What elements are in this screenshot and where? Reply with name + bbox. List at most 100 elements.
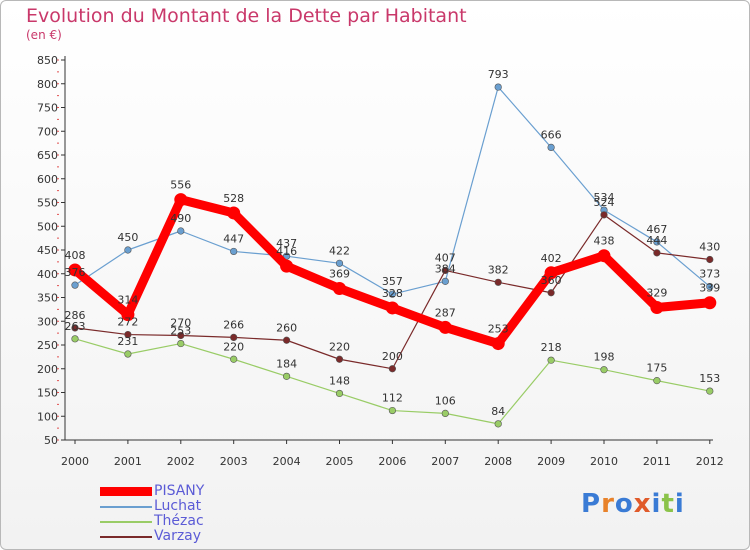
data-label-pisany: 253 bbox=[488, 323, 509, 336]
data-label-pisany: 416 bbox=[276, 245, 297, 258]
data-point-luchat bbox=[547, 143, 555, 151]
y-tick-label: 550 bbox=[37, 197, 58, 210]
data-point-varzay bbox=[230, 333, 238, 342]
data-label-varzay: 524 bbox=[594, 196, 615, 209]
y-tick-label: 500 bbox=[37, 220, 58, 233]
data-label-pisany: 528 bbox=[223, 192, 244, 205]
data-label-th-zac: 263 bbox=[65, 320, 86, 333]
data-point-th-zac bbox=[388, 406, 397, 415]
x-tick-label: 2001 bbox=[114, 455, 142, 468]
data-label-pisany: 314 bbox=[117, 294, 138, 307]
data-label-th-zac: 148 bbox=[329, 374, 350, 387]
y-tick-label: 450 bbox=[37, 244, 58, 257]
data-point-varzay bbox=[494, 278, 502, 286]
legend-swatch bbox=[100, 487, 152, 496]
x-tick-label: 2010 bbox=[590, 455, 618, 468]
legend-label: Thézac bbox=[154, 513, 204, 529]
data-label-pisany: 287 bbox=[435, 306, 456, 319]
data-point-pisany bbox=[650, 300, 664, 314]
data-label-luchat: 384 bbox=[435, 262, 456, 275]
data-point-th-zac bbox=[494, 420, 502, 428]
data-label-th-zac: 198 bbox=[594, 351, 615, 364]
data-label-luchat: 447 bbox=[223, 232, 244, 245]
x-tick-label: 2002 bbox=[167, 455, 195, 468]
data-label-luchat: 467 bbox=[646, 223, 667, 236]
chart-subtitle: (en €) bbox=[26, 28, 62, 42]
data-point-th-zac bbox=[283, 372, 291, 380]
y-tick-label: 750 bbox=[37, 102, 58, 115]
data-label-luchat: 357 bbox=[382, 275, 403, 288]
data-label-th-zac: 153 bbox=[699, 372, 720, 385]
data-point-pisany bbox=[174, 193, 188, 207]
data-point-varzay bbox=[600, 211, 608, 219]
data-point-th-zac bbox=[547, 356, 555, 364]
data-point-varzay bbox=[547, 289, 555, 297]
data-label-varzay: 272 bbox=[117, 316, 138, 329]
data-point-varzay bbox=[71, 324, 79, 332]
data-point-luchat bbox=[494, 83, 502, 91]
data-label-varzay: 360 bbox=[541, 274, 562, 287]
logo-letter: i bbox=[674, 489, 685, 519]
legend-swatch bbox=[100, 521, 152, 523]
data-point-pisany bbox=[227, 206, 241, 220]
y-tick-label: 400 bbox=[37, 268, 58, 281]
data-point-luchat bbox=[230, 247, 238, 256]
data-point-luchat bbox=[124, 246, 132, 254]
data-point-th-zac bbox=[177, 339, 185, 348]
proxiti-logo: Proxiti bbox=[581, 489, 685, 519]
data-point-luchat bbox=[283, 252, 291, 260]
y-tick-label: 300 bbox=[37, 315, 58, 328]
data-label-th-zac: 84 bbox=[491, 405, 505, 418]
data-point-th-zac bbox=[653, 377, 661, 385]
data-label-luchat: 450 bbox=[117, 231, 138, 244]
y-tick-label: 100 bbox=[37, 410, 58, 423]
data-point-th-zac bbox=[230, 355, 238, 363]
x-tick-label: 2007 bbox=[431, 455, 459, 468]
x-tick-label: 2000 bbox=[61, 455, 89, 468]
data-label-th-zac: 106 bbox=[435, 394, 456, 407]
data-label-varzay: 220 bbox=[329, 340, 350, 353]
data-label-th-zac: 218 bbox=[541, 341, 562, 354]
x-tick-label: 2009 bbox=[537, 455, 565, 468]
legend-swatch bbox=[100, 506, 152, 508]
data-label-luchat: 422 bbox=[329, 244, 350, 257]
y-tick-label: 250 bbox=[37, 339, 58, 352]
logo-letter: o bbox=[614, 489, 634, 519]
logo-letter: x bbox=[633, 489, 652, 519]
data-label-varzay: 444 bbox=[646, 234, 667, 247]
x-tick-label: 2012 bbox=[696, 455, 724, 468]
data-point-th-zac bbox=[600, 366, 608, 374]
data-label-varzay: 382 bbox=[488, 263, 509, 276]
x-tick-label: 2011 bbox=[643, 455, 671, 468]
data-label-pisany: 402 bbox=[541, 252, 562, 265]
data-label-luchat: 534 bbox=[594, 191, 615, 204]
data-point-luchat bbox=[335, 259, 344, 267]
data-label-varzay: 430 bbox=[699, 241, 720, 254]
data-point-th-zac bbox=[335, 389, 344, 398]
data-point-varzay bbox=[706, 255, 714, 264]
data-point-luchat bbox=[706, 282, 714, 291]
x-tick-label: 2004 bbox=[273, 455, 301, 468]
data-label-th-zac: 184 bbox=[276, 357, 297, 370]
x-tick-label: 2005 bbox=[326, 455, 354, 468]
data-point-pisany bbox=[385, 301, 399, 315]
data-point-varzay bbox=[441, 266, 449, 275]
data-label-th-zac: 112 bbox=[382, 392, 403, 405]
legend-swatch bbox=[100, 536, 152, 538]
y-tick-label: 600 bbox=[37, 173, 58, 186]
data-point-th-zac bbox=[71, 335, 79, 343]
logo-letter: r bbox=[601, 489, 615, 519]
legend-label: PISANY bbox=[154, 483, 205, 499]
legend-label: Varzay bbox=[154, 528, 202, 544]
data-point-luchat bbox=[441, 277, 449, 285]
data-label-varzay: 270 bbox=[170, 317, 191, 330]
y-tick-label: 200 bbox=[37, 363, 58, 376]
data-labels: 376 450 490 447 437 422 357 384 793 666 534 467 373 2… bbox=[65, 68, 721, 418]
data-point-pisany bbox=[68, 263, 82, 277]
data-point-varzay bbox=[653, 249, 661, 257]
data-point-pisany bbox=[491, 337, 505, 351]
data-point-varzay bbox=[335, 355, 344, 363]
data-label-varzay: 407 bbox=[435, 251, 456, 264]
data-point-luchat bbox=[71, 281, 79, 289]
